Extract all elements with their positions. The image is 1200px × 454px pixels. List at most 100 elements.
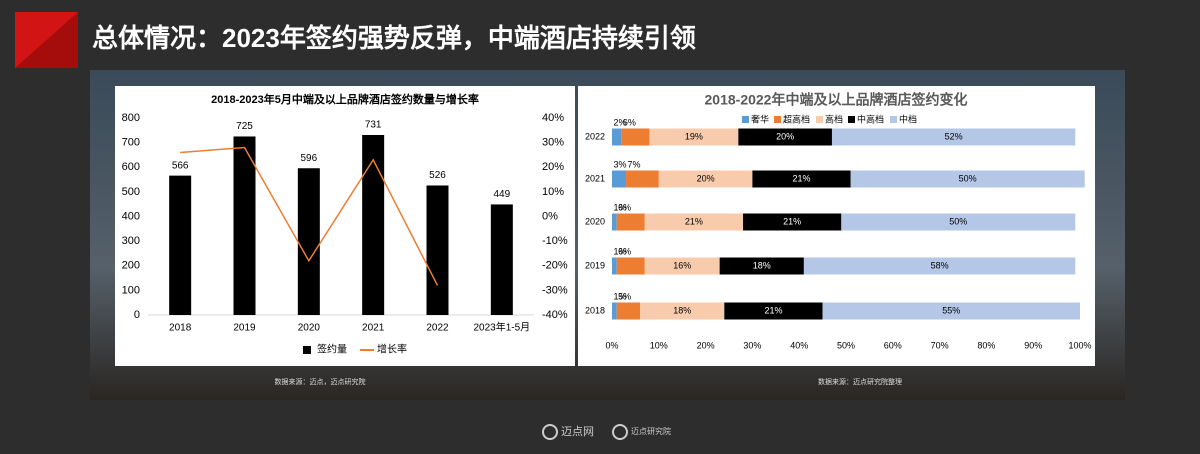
x-tick-label: 40% [790, 340, 808, 350]
data-label: 596 [300, 153, 317, 164]
bar-segment [841, 213, 1076, 231]
legend-swatch [890, 116, 897, 123]
data-label: 18% [673, 305, 691, 315]
legend-swatch [848, 116, 855, 123]
bar [426, 185, 449, 315]
logo-triangle [15, 12, 78, 68]
y2-tick-label: -30% [542, 284, 568, 296]
legend-label: 中高档 [857, 113, 884, 124]
y2-tick-label: 40% [542, 112, 564, 124]
y2-tick-label: 30% [542, 137, 564, 149]
footer-logo: 迈点研究院 [631, 426, 671, 436]
data-label: 566 [172, 160, 189, 171]
y-tick-label: 2022 [585, 131, 605, 141]
data-label: 50% [959, 173, 977, 183]
bar-segment [612, 257, 617, 275]
y2-tick-label: 10% [542, 186, 564, 198]
data-label: 50% [949, 216, 967, 226]
x-tick-label: 2019 [233, 323, 256, 334]
x-tick-label: 60% [884, 340, 902, 350]
bar-segment [644, 257, 720, 275]
legend-swatch [742, 116, 749, 123]
bar-segment [719, 257, 804, 275]
x-tick-label: 30% [743, 340, 761, 350]
bar-segment [649, 128, 739, 146]
chart-title: 2018-2023年5月中端及以上品牌酒店签约数量与增长率 [211, 92, 479, 106]
y2-tick-label: 20% [542, 161, 564, 173]
y2-tick-label: -20% [542, 260, 568, 272]
data-label: 52% [945, 131, 963, 141]
data-label: 21% [685, 216, 703, 226]
x-tick-label: 0% [605, 340, 618, 350]
data-label: 20% [776, 131, 794, 141]
x-tick-label: 20% [697, 340, 715, 350]
data-label: 21% [764, 305, 782, 315]
bar-segment [612, 213, 617, 231]
slide-title: 总体情况：2023年签约强势反弹，中端酒店持续引领 [92, 23, 696, 53]
data-label: 7% [628, 159, 641, 169]
legend-label: 增长率 [377, 343, 407, 356]
bar-segment [612, 128, 622, 146]
y-tick-label: 600 [122, 161, 140, 173]
y-tick-label: 200 [122, 260, 140, 272]
y-tick-label: 400 [122, 210, 140, 222]
bar [297, 168, 320, 315]
legend-swatch [816, 116, 823, 123]
x-tick-label: 2021 [362, 323, 385, 334]
bar-segment [743, 213, 842, 231]
x-tick-label: 10% [650, 340, 668, 350]
bar-segment [644, 213, 744, 231]
bar-segment [724, 302, 823, 320]
x-tick-label: 2018 [169, 323, 192, 334]
x-tick-label: 50% [837, 340, 855, 350]
data-label: 1% [613, 291, 626, 301]
y2-tick-label: -10% [542, 235, 568, 247]
x-tick-label: 2022 [426, 323, 449, 334]
bar [233, 136, 256, 315]
data-label: 526 [429, 170, 446, 181]
source: 数据来源：迈点，迈点研究院 [275, 377, 366, 386]
footer-logo: 迈点网 [561, 425, 594, 438]
y-tick-label: 700 [122, 137, 140, 149]
x-tick-label: 70% [931, 340, 949, 350]
bar-segment [738, 128, 832, 146]
data-label: 6% [618, 202, 631, 212]
y-tick-label: 300 [122, 235, 140, 247]
bar-segment [621, 128, 650, 146]
bar-segment [616, 213, 645, 231]
bar-segment [752, 170, 851, 188]
data-label: 449 [493, 189, 510, 200]
bar-segment [803, 257, 1076, 275]
bar [169, 175, 192, 315]
y-tick-label: 2020 [585, 216, 605, 226]
bar-segment [658, 170, 753, 188]
bar-segment [612, 170, 627, 188]
data-label: 20% [697, 173, 715, 183]
y-tick-label: 100 [122, 284, 140, 296]
data-label: 1% [613, 246, 626, 256]
data-label: 18% [753, 260, 771, 270]
data-label: 6% [618, 246, 631, 256]
legend-label: 超高档 [783, 113, 810, 124]
legend-label: 签约量 [317, 343, 347, 356]
y-tick-label: 0 [134, 309, 140, 321]
x-tick-label: 90% [1024, 340, 1042, 350]
y-tick-label: 2021 [585, 173, 605, 183]
y-tick-label: 2019 [585, 260, 605, 270]
y2-tick-label: 0% [542, 210, 558, 222]
x-tick-label: 80% [977, 340, 995, 350]
legend-label: 中档 [899, 113, 917, 124]
footer-icon [612, 424, 628, 440]
data-label: 2% [613, 117, 626, 127]
data-label: 21% [783, 216, 801, 226]
y-tick-label: 2018 [585, 305, 605, 315]
footer-icon [542, 424, 558, 440]
y-tick-label: 500 [122, 186, 140, 198]
data-label: 16% [673, 260, 691, 270]
x-tick-label: 100% [1068, 340, 1091, 350]
data-label: 6% [623, 117, 636, 127]
source: 数据来源：迈点研究院整理 [818, 377, 902, 386]
data-label: 58% [931, 260, 949, 270]
chart-title: 2018-2022年中端及以上品牌酒店签约变化 [705, 92, 968, 108]
